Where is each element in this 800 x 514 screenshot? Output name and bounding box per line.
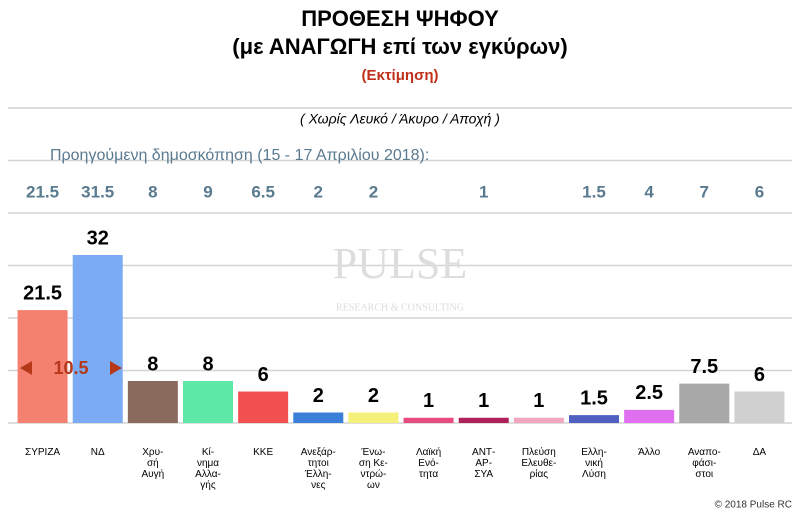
- x-tick-label: Αναπο- φάσι- στοι: [687, 447, 721, 480]
- previous-label: Προηγούμενη δημοσκόπηση (15 - 17 Απριλίο…: [50, 147, 429, 164]
- previous-value: 1: [479, 182, 488, 201]
- estimate-label: (Εκτίμηση): [362, 67, 439, 84]
- previous-value: 4: [644, 182, 654, 201]
- value-label: 6: [754, 364, 765, 386]
- note: ( Χωρίς Λευκό / Άκυρο / Αποχή ): [300, 111, 500, 127]
- bar: [348, 412, 399, 423]
- value-label: 1: [423, 390, 434, 412]
- x-tick-label: Ελλη- νική Λύση: [581, 447, 607, 480]
- value-label: 2.5: [635, 382, 663, 404]
- x-tick-label: Ανεξάρ- τητοι Έλλη- νες: [300, 447, 336, 491]
- previous-value: 31.5: [81, 182, 114, 201]
- bar: [734, 391, 785, 423]
- value-label: 21.5: [23, 282, 62, 304]
- x-tick-label: Χρυ- σή Αυγή: [141, 447, 165, 480]
- value-label: 1: [478, 390, 489, 412]
- watermark: PULSE: [333, 239, 467, 288]
- bar: [127, 381, 178, 423]
- bar: [403, 417, 454, 423]
- previous-value: 1.5: [582, 182, 606, 201]
- copyright: © 2018 Pulse RC: [715, 500, 792, 511]
- value-label: 2: [368, 385, 379, 407]
- bar: [458, 417, 509, 423]
- watermark-sub: RESEARCH & CONSULTING: [336, 302, 464, 313]
- previous-value: 2: [314, 182, 323, 201]
- previous-value: 6: [755, 182, 764, 201]
- bar: [569, 415, 619, 423]
- x-tick-label: ΣΥΡΙΖΑ: [25, 447, 61, 458]
- value-label: 2: [313, 385, 324, 407]
- arrow-left: [20, 361, 32, 375]
- value-label: 7.5: [690, 356, 718, 378]
- bar: [624, 409, 675, 423]
- bar: [293, 412, 344, 423]
- value-label: 8: [147, 353, 158, 375]
- arrow-right: [110, 361, 122, 375]
- difference-label: 10.5: [53, 358, 88, 378]
- x-tick-label: ΝΔ: [90, 447, 105, 458]
- previous-value: 2: [369, 182, 378, 201]
- previous-value: 6.5: [251, 182, 275, 201]
- grid: [8, 107, 792, 424]
- bar: [238, 391, 289, 423]
- x-tick-label: Άλλο: [638, 447, 661, 458]
- chart-title: ΠΡΟΘΕΣΗ ΨΗΦΟΥ: [301, 6, 499, 31]
- bar: [513, 417, 564, 423]
- bar: [679, 383, 730, 423]
- previous-value: 9: [203, 182, 212, 201]
- value-label: 1.5: [580, 387, 608, 409]
- value-label: 8: [202, 353, 213, 375]
- bars: 21.5 21.5 32 31.5 8 8 8 9 6 6.5 2 2 2 2 1 1 1 1 1.5 1.5 2.5 4…: [17, 182, 785, 423]
- value-label: 1: [533, 390, 544, 412]
- bar: [183, 381, 233, 423]
- previous-value: 7: [700, 182, 709, 201]
- bar: [72, 255, 123, 423]
- x-tick-label: ΑΝΤ- ΑΡ- ΣΥΑ: [472, 447, 496, 480]
- x-tick-label: ΔΑ: [752, 447, 767, 458]
- x-tick-label: Κί- νημα Αλλα- γής: [195, 447, 221, 491]
- x-tick-label: Λαϊκή Ενό- τητα: [415, 447, 442, 480]
- previous-value: 21.5: [26, 182, 59, 201]
- chart-subtitle: (με ΑΝΑΓΩΓΗ επί των εγκύρων): [232, 34, 567, 59]
- previous-value: 8: [148, 182, 157, 201]
- x-tick-label: Πλεύση Ελευθε- ρίας: [521, 447, 557, 480]
- x-tick-label: Ένω- ση Κε- ντρώ- ων: [358, 447, 388, 491]
- x-tick-label: ΚΚΕ: [253, 447, 274, 458]
- value-label: 32: [87, 227, 109, 249]
- value-label: 6: [258, 364, 269, 386]
